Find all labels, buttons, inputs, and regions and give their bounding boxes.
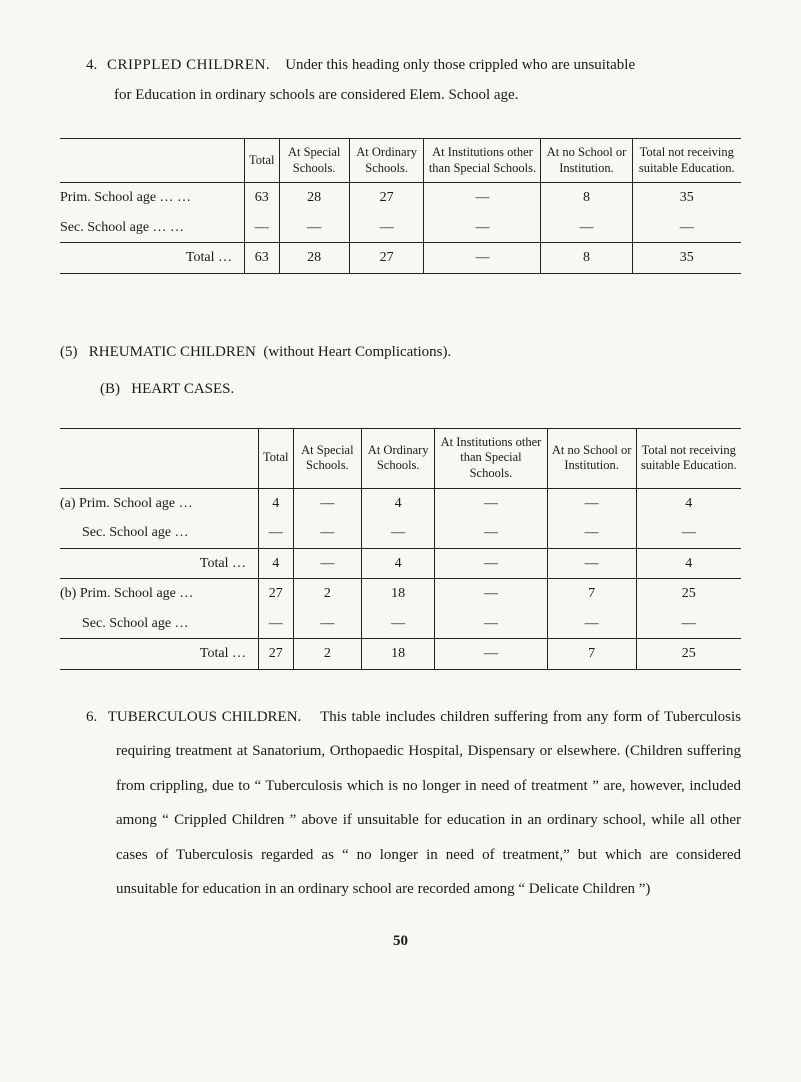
section4-title: CRIPPLED CHILDREN. [107,57,270,73]
col-totalnot: Total not receiving suit­able Education. [632,139,741,183]
table-header-row: Total At Special Schools. At Ordinary Sc… [60,139,741,183]
section6-paragraph: 6. TUBERCULOUS CHILDREN. This table incl… [116,700,741,907]
section6-body: This table includes children suffering f… [116,709,741,898]
row-label-total: Total … [60,639,259,670]
section6-num: 6. [86,709,97,725]
page-number: 50 [60,933,741,950]
row-label-total: Total … [60,243,245,274]
col-special: At Special Schools. [279,139,349,183]
section4-text-a: Under this heading only those crippled w… [285,57,635,73]
section5b-heading: (B) HEART CASES. [100,381,741,398]
col-noschool: At no School or Institution. [547,428,636,488]
col-special: At Special Schools. [293,428,362,488]
section5b-num: (B) [100,381,120,397]
table-row: Sec. School age … — — — — — — [60,518,741,548]
row-label-total: Total … [60,548,259,579]
col-institutions: At Institutions other than Special Schoo… [435,428,548,488]
table-row: (a) Prim. School age … 4 — 4 — — 4 [60,488,741,518]
table-crippled: Total At Special Schools. At Ordinary Sc… [60,138,741,274]
col-ordinary: At Ordinary Schools. [349,139,424,183]
section4-num: 4. [86,57,97,73]
col-total: Total [259,428,294,488]
table-total-row: Total … 4 — 4 — — 4 [60,548,741,579]
col-ordinary: At Ordinary Schools. [362,428,435,488]
table-row: Prim. School age … … 63 28 27 — 8 35 [60,183,741,213]
row-label: Sec. School age … [60,609,259,639]
row-label: Sec. School age … … [60,213,245,243]
row-label: Sec. School age … [60,518,259,548]
table-total-row: Total … 63 28 27 — 8 35 [60,243,741,274]
section4-heading: 4. CRIPPLED CHILDREN. Under this heading… [60,50,741,110]
section5-tail: (without Heart Complications). [263,344,451,360]
col-institutions: At Institutions other than Special Schoo… [424,139,541,183]
col-noschool: At no School or Institution. [541,139,632,183]
section4-text-b: for Education in ordinary schools are co… [114,87,518,103]
col-total: Total [245,139,280,183]
table-row: (b) Prim. School age … 27 2 18 — 7 25 [60,579,741,609]
row-label: (b) Prim. School age … [60,579,259,609]
table-total-row: Total … 27 2 18 — 7 25 [60,639,741,670]
table-header-row: Total At Special Schools. At Ordinary Sc… [60,428,741,488]
row-label: (a) Prim. School age … [60,488,259,518]
section5-heading: (5) RHEUMATIC CHILDREN (without Heart Co… [60,344,741,361]
table-row: Sec. School age … — — — — — — [60,609,741,639]
table-heart: Total At Special Schools. At Ordinary Sc… [60,428,741,670]
section5-title: RHEUMATIC CHILDREN [89,344,256,360]
section6-title: TUBERCULOUS CHILDREN. [108,709,302,725]
section5b-title: HEART CASES. [131,381,234,397]
row-label: Prim. School age … … [60,183,245,213]
table-row: Sec. School age … … — — — — — — [60,213,741,243]
section5-num: (5) [60,344,78,360]
col-totalnot: Total not receiving suit­able Education. [636,428,741,488]
